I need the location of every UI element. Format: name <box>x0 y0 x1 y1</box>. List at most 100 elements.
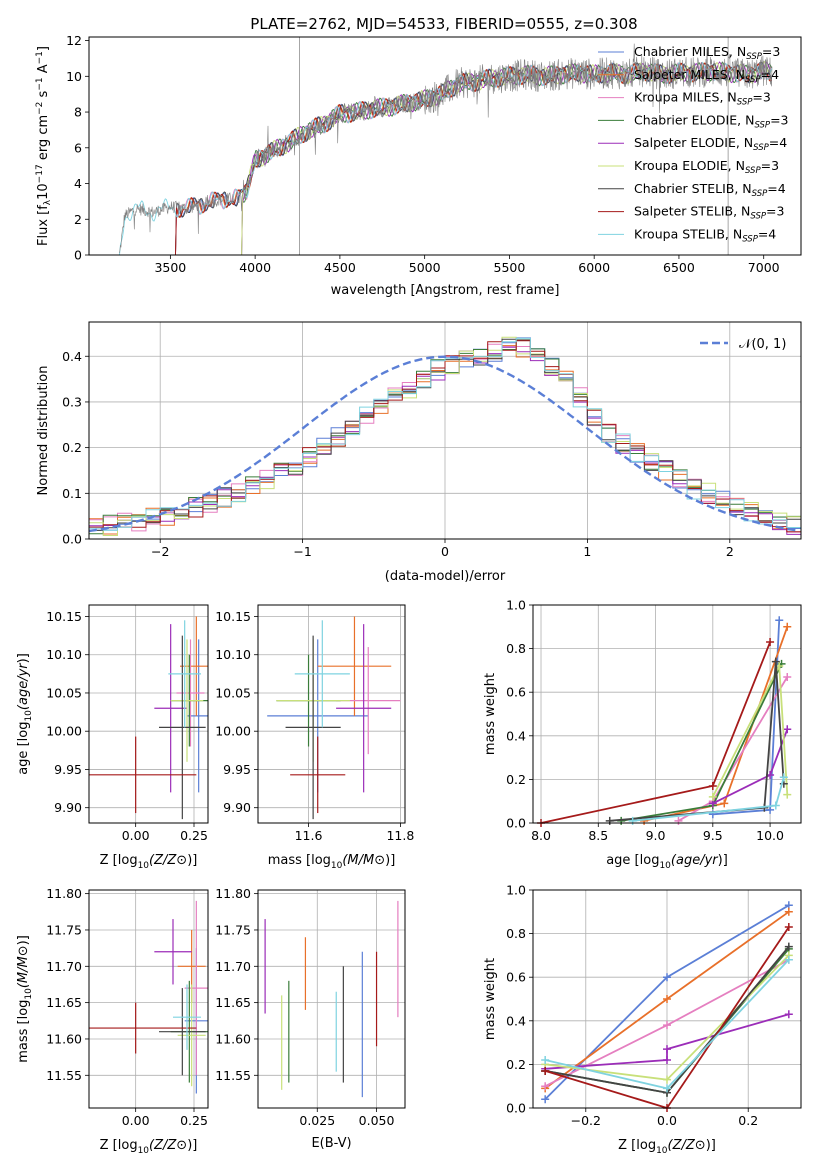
mass-weight-marker <box>663 973 671 982</box>
axes-frame <box>88 604 209 824</box>
mass-weight-marker <box>541 1056 550 1065</box>
y-tick-label: 0.4 <box>506 1013 526 1028</box>
legend-label: Kroupa ELODIE, NSSP=3 <box>634 158 779 176</box>
mass-weight-marker <box>783 725 792 734</box>
y-tick-label: 8 <box>74 105 82 120</box>
axes-frame <box>88 321 802 540</box>
legend-label: Chabrier STELIB, NSSP=4 <box>634 181 786 199</box>
y-tick-label: 0.4 <box>506 728 526 743</box>
age-vs-metallicity-panel: 0.00 0.25 9.90 9.95 10.00 10.05 10.10 10.15 Z [l… <box>16 604 209 871</box>
legend-label: Salpeter MILES, NSSP=4 <box>634 67 779 85</box>
residual-histogram <box>89 346 801 535</box>
axes-frame <box>257 604 406 824</box>
y-tick-label: 10.00 <box>215 724 251 739</box>
legend-label: Salpeter STELIB, NSSP=3 <box>634 204 784 222</box>
x-tick-label: 6500 <box>663 260 695 275</box>
mass-weight-marker <box>783 790 792 799</box>
y-tick-label: 10.05 <box>46 685 82 700</box>
y-tick-label: 11.70 <box>215 959 251 974</box>
mass-weight-marker <box>779 773 788 782</box>
mass-weight-marker <box>605 816 614 825</box>
x-tick-label: 2 <box>726 544 734 559</box>
y-tick-label: 11.75 <box>46 922 82 937</box>
mass-weight-marker <box>783 622 792 631</box>
x-tick-label: 6000 <box>578 260 610 275</box>
x-tick-label: 0.025 <box>299 1113 335 1128</box>
y-tick-label: 4 <box>74 176 82 191</box>
x-axis-label: E(B-V) <box>311 1136 351 1151</box>
y-tick-label: 10.10 <box>46 647 82 662</box>
residual-histogram <box>89 337 801 531</box>
y-tick-label: 11.70 <box>46 959 82 974</box>
figure-title: PLATE=2762, MJD=54533, FIBERID=0555, z=0… <box>250 15 637 33</box>
mass-weight-marker <box>541 1066 550 1075</box>
x-tick-label: −0.2 <box>571 1113 601 1128</box>
legend-label: Chabrier ELODIE, NSSP=3 <box>634 112 789 130</box>
x-tick-label: 9.5 <box>703 828 723 843</box>
mass-weight-line <box>621 663 783 822</box>
x-tick-label: 4000 <box>239 260 271 275</box>
y-tick-label: 11.55 <box>46 1068 82 1083</box>
x-tick-label: 8.5 <box>588 828 608 843</box>
spectrum-panel: 3500 4000 4500 5000 5500 6000 6500 7000 0 2 4 6 8 10 1… <box>35 33 802 298</box>
x-axis-label: Z [log10(Z/Z⊙)] <box>100 853 198 871</box>
axes-frame <box>88 36 802 256</box>
y-tick-label: 0.6 <box>506 685 526 700</box>
x-axis-label: wavelength [Angstrom, rest frame] <box>331 283 560 298</box>
mass-weight-marker <box>771 657 780 666</box>
mass-weight-marker <box>708 781 717 790</box>
x-tick-label: 0.00 <box>122 828 150 843</box>
x-tick-label: 0.0 <box>657 1113 677 1128</box>
x-tick-label: 0.25 <box>180 828 208 843</box>
y-axis-label: age [log10(age/yr)] <box>16 653 34 775</box>
y-tick-label: 0.2 <box>62 440 82 455</box>
normal-curve <box>88 355 799 533</box>
y-axis-label: mass weight <box>483 958 498 1040</box>
mass-weight-marker <box>784 907 793 916</box>
y-tick-label: 10.00 <box>46 724 82 739</box>
x-tick-label: 1 <box>583 544 591 559</box>
y-tick-label: 11.75 <box>215 922 251 937</box>
legend-label: Kroupa MILES, NSSP=3 <box>634 90 771 108</box>
y-tick-label: 0.1 <box>62 486 82 501</box>
mass-weight-marker <box>766 638 775 647</box>
observed-spectrum-line <box>119 43 773 254</box>
x-tick-label: −2 <box>151 544 169 559</box>
mass-weight-marker <box>784 955 793 964</box>
x-tick-label: 5500 <box>494 260 526 275</box>
x-tick-label: 0 <box>441 544 449 559</box>
mass-weight-marker <box>784 942 793 951</box>
y-tick-label: 0.4 <box>62 349 82 364</box>
y-axis-label: mass weight <box>483 673 498 755</box>
mass-weight-vs-age-panel: 8.0 8.5 9.0 9.5 10.0 0.0 0.2 0.4 0.6 0.8 1.0 mass w… <box>483 598 802 871</box>
x-axis-label: Z [log10(Z/Z⊙)] <box>100 1138 198 1156</box>
x-tick-label: −1 <box>293 544 311 559</box>
y-tick-label: 2 <box>74 212 82 227</box>
legend-label: Chabrier MILES, NSSP=3 <box>634 44 780 62</box>
mass-weight-marker <box>663 1021 671 1030</box>
y-axis-label: Normed distribution <box>36 366 51 496</box>
x-tick-label: 11.6 <box>295 828 323 843</box>
mass-weight-marker <box>771 801 780 810</box>
mass-weight-marker <box>674 816 683 825</box>
mass-vs-metallicity-panel: 0.00 0.25 11.55 11.60 11.65 11.70 11.75 11.80 Z … <box>16 886 209 1156</box>
age-vs-mass-panel: 11.6 11.8 9.90 9.95 10.00 10.05 10.10 10.15 mass… <box>215 604 414 871</box>
x-tick-label: 3500 <box>154 260 186 275</box>
axes-frame <box>88 889 209 1109</box>
y-tick-label: 0.2 <box>506 772 526 787</box>
mass-weight-vs-metallicity-panel: −0.2 0.0 0.2 0.0 0.2 0.4 0.6 0.8 1.0 mass weight Z… <box>483 883 802 1156</box>
mass-vs-ebv-panel: 0.025 0.050 11.55 11.60 11.65 11.70 11.75 11.80… <box>215 886 406 1151</box>
mass-weight-marker <box>720 799 729 808</box>
y-tick-label: 1.0 <box>506 883 526 898</box>
mass-weight-marker <box>766 805 775 814</box>
mass-weight-marker <box>663 1045 671 1054</box>
y-tick-label: 6 <box>74 140 82 155</box>
mass-weight-marker <box>784 1010 793 1019</box>
x-axis-label: Z [log10(Z/Z⊙)] <box>618 1138 716 1156</box>
mass-weight-marker <box>784 923 793 932</box>
legend-label: Kroupa STELIB, NSSP=4 <box>634 226 776 244</box>
mass-weight-marker <box>541 1095 550 1104</box>
x-tick-label: 0.050 <box>359 1113 395 1128</box>
y-tick-label: 0 <box>74 248 82 263</box>
